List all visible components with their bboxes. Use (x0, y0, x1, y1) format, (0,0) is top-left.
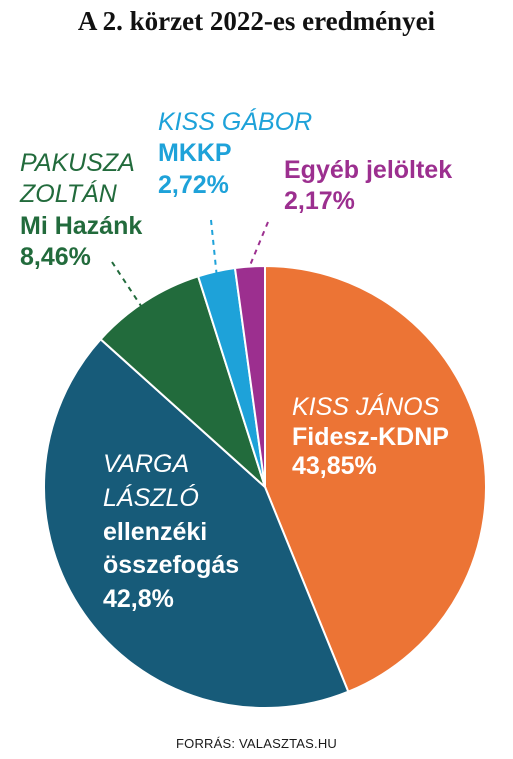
slice-label-fidesz: KISS JÁNOS Fidesz-KDNP 43,85% (292, 393, 449, 482)
candidate-name-line1: PAKUSZA (20, 149, 135, 177)
leader-line-mkkp (210, 219, 218, 279)
source-note: FORRÁS: VALASZTAS.HU (176, 736, 337, 751)
candidate-name-line1: VARGA (103, 450, 190, 478)
party-name: MKKP (158, 139, 232, 168)
party-name-line2: összefogás (103, 551, 240, 580)
slice-label-egyeb: Egyéb jelöltek 2,17% (284, 155, 452, 218)
percentage: 2,72% (158, 170, 229, 199)
party-name: Egyéb jelöltek (284, 156, 453, 184)
chart-title: A 2. körzet 2022-es eredményei (77, 6, 436, 36)
party-name: Mi Hazánk (20, 211, 143, 240)
party-name: Fidesz-KDNP (292, 422, 449, 451)
slice-ellenzek (43, 337, 350, 709)
candidate-name-line2: ZOLTÁN (20, 180, 117, 209)
candidate-name: KISS JÁNOS (292, 393, 440, 421)
percentage: 42,8% (103, 585, 174, 613)
slice-label-ellenzek: VARGA LÁSZLÓ ellenzéki összefogás 42,8% (103, 448, 239, 617)
percentage: 2,17% (284, 187, 355, 216)
percentage: 43,85% (292, 452, 377, 480)
candidate-name: KISS GÁBOR (158, 108, 313, 136)
slice-egyeb (233, 264, 266, 488)
slice-label-mkkp: KISS GÁBOR MKKP 2,72% (158, 107, 312, 201)
percentage: 8,46% (20, 242, 91, 271)
party-name-line1: ellenzéki (103, 517, 208, 546)
slice-label-mihazank: PAKUSZA ZOLTÁN Mi Hazánk 8,46% (20, 148, 142, 273)
slice-fidesz (264, 264, 487, 694)
slice-mihazank (99, 275, 268, 491)
candidate-name-line2: LÁSZLÓ (103, 483, 199, 512)
